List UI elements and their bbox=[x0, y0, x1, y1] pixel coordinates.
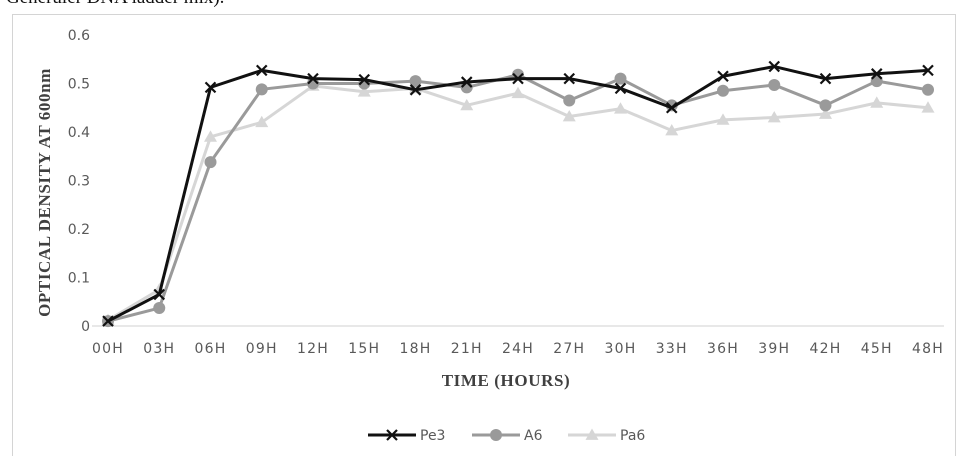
data-point-a6 bbox=[204, 156, 217, 169]
data-point-pe3 bbox=[358, 73, 371, 86]
data-point-pe3 bbox=[563, 72, 576, 85]
data-point-pa6 bbox=[460, 98, 474, 111]
data-point-pe3 bbox=[460, 76, 473, 88]
data-point-pa6 bbox=[767, 110, 781, 123]
y-tick-label: 0.3 bbox=[68, 174, 90, 190]
data-point-pa6 bbox=[204, 130, 217, 142]
data-point-a6 bbox=[717, 84, 729, 97]
legend-item-a6: A6 bbox=[472, 428, 543, 444]
data-point-pa6 bbox=[665, 124, 679, 136]
data-point-pe3 bbox=[922, 64, 934, 77]
legend-label: A6 bbox=[524, 428, 543, 444]
data-point-pa6 bbox=[562, 109, 576, 122]
data-point-pe3 bbox=[204, 81, 217, 94]
data-point-pa6 bbox=[716, 113, 730, 125]
data-point-a6 bbox=[819, 99, 832, 112]
data-point-a6 bbox=[665, 99, 678, 112]
x-tick-label: 06H bbox=[195, 341, 227, 357]
x-tick-label: 15H bbox=[348, 341, 380, 357]
data-point-pe3 bbox=[409, 84, 422, 96]
legend-item-pa6: Pa6 bbox=[568, 428, 645, 444]
data-point-pe3 bbox=[512, 72, 524, 85]
y-tick-label: 0.5 bbox=[68, 77, 90, 93]
x-tick-label: 24H bbox=[502, 341, 534, 357]
data-point-a6 bbox=[922, 83, 934, 96]
data-point-a6 bbox=[255, 83, 268, 96]
data-point-pe3 bbox=[614, 82, 627, 95]
x-tick-label: 42H bbox=[810, 341, 842, 357]
data-point-pa6 bbox=[921, 101, 935, 113]
series-line-pe3 bbox=[107, 65, 929, 323]
series-pe3 bbox=[102, 60, 934, 327]
data-point-pa6 bbox=[870, 96, 884, 108]
data-point-a6 bbox=[768, 78, 781, 91]
x-tick-label: 09H bbox=[246, 341, 278, 357]
x-tick-label: 27H bbox=[553, 341, 585, 357]
series-pa6 bbox=[101, 79, 935, 326]
x-tick-label: 18H bbox=[400, 341, 432, 357]
x-axis-title: TIME (HOURS) bbox=[442, 371, 571, 390]
series-a6 bbox=[102, 68, 934, 328]
y-tick-label: 0.4 bbox=[68, 125, 90, 141]
series-line-a6 bbox=[107, 73, 929, 323]
x-tick-label: 03H bbox=[143, 341, 175, 357]
data-point-pe3 bbox=[819, 72, 832, 85]
data-point-pe3 bbox=[717, 70, 729, 83]
data-point-pe3 bbox=[768, 60, 781, 73]
x-tick-label: 45H bbox=[861, 341, 893, 357]
legend-marker bbox=[585, 428, 599, 440]
data-point-pe3 bbox=[665, 101, 678, 114]
data-point-pe3 bbox=[307, 72, 319, 85]
x-tick-label: 36H bbox=[707, 341, 739, 357]
y-tick-label: 0 bbox=[81, 319, 90, 335]
data-point-a6 bbox=[614, 72, 627, 85]
data-point-pa6 bbox=[819, 107, 832, 119]
legend-marker bbox=[386, 429, 398, 441]
preceding-caption-text: Generuler DNA ladder mix). bbox=[6, 0, 224, 9]
data-point-a6 bbox=[153, 302, 166, 315]
data-point-pe3 bbox=[255, 64, 268, 77]
legend-label: Pa6 bbox=[620, 428, 645, 444]
y-tick-label: 0.1 bbox=[68, 271, 90, 287]
data-point-pa6 bbox=[614, 102, 627, 114]
x-tick-label: 00H bbox=[92, 341, 124, 357]
x-tick-label: 30H bbox=[605, 341, 637, 357]
x-tick-label: 33H bbox=[656, 341, 688, 357]
data-point-a6 bbox=[409, 75, 422, 88]
data-point-pa6 bbox=[511, 86, 525, 99]
x-tick-label: 48H bbox=[912, 341, 944, 357]
data-point-pa6 bbox=[357, 85, 371, 97]
legend-label: Pe3 bbox=[420, 428, 445, 444]
data-point-pe3 bbox=[153, 288, 166, 301]
y-tick-label: 0.6 bbox=[68, 28, 90, 44]
data-point-a6 bbox=[563, 94, 576, 107]
legend-item-pe3: Pe3 bbox=[368, 428, 445, 444]
y-axis-title: OPTICAL DENSITY AT 600nm bbox=[35, 68, 54, 317]
data-point-pe3 bbox=[102, 315, 114, 327]
data-point-pa6 bbox=[255, 115, 269, 128]
y-tick-label: 0.2 bbox=[68, 222, 90, 238]
legend: Pe3 A6 Pa6 bbox=[368, 428, 645, 444]
legend-marker bbox=[490, 429, 502, 441]
x-tick-label: 21H bbox=[451, 341, 483, 357]
series-line-pa6 bbox=[107, 84, 929, 322]
x-tick-label: 12H bbox=[297, 341, 329, 357]
x-tick-label: 39H bbox=[758, 341, 790, 357]
data-point-pe3 bbox=[870, 68, 883, 80]
chart-area bbox=[12, 14, 956, 456]
